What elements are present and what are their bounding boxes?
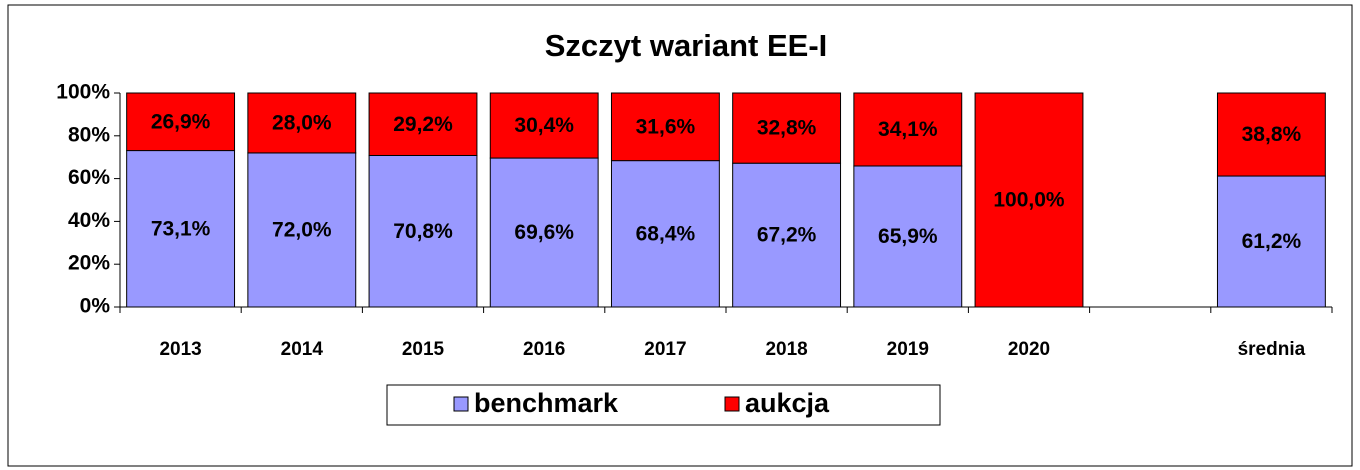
data-label: 65,9%: [878, 225, 938, 248]
legend-label: aukcja: [745, 388, 830, 418]
y-tick-label: 0%: [80, 295, 111, 318]
bar-segment: [853, 165, 963, 308]
bar-segment: [489, 157, 599, 308]
legend-label: benchmark: [474, 388, 619, 418]
data-label: 31,6%: [636, 115, 696, 138]
data-label: 69,6%: [514, 221, 574, 244]
x-tick-label: 2017: [644, 339, 686, 360]
data-label: 34,1%: [878, 118, 938, 141]
x-tick-label: 2020: [1008, 339, 1050, 360]
data-label: 61,2%: [1242, 230, 1302, 253]
chart-title: Szczyt wariant EE-I: [545, 28, 828, 63]
legend-swatch: [453, 396, 469, 412]
bar-segment: [1216, 92, 1326, 177]
bar-segment: [247, 92, 357, 154]
x-tick-label: 2019: [887, 339, 929, 360]
data-label: 26,9%: [151, 110, 211, 133]
x-tick-label: średnia: [1238, 339, 1306, 360]
x-tick-label: 2018: [765, 339, 807, 360]
data-label: 68,4%: [636, 222, 696, 245]
data-label: 70,8%: [393, 220, 453, 243]
y-tick-label: 60%: [68, 166, 110, 189]
bar-segment: [489, 92, 599, 159]
x-tick-label: 2016: [523, 339, 565, 360]
bar-segment: [368, 92, 478, 156]
legend-box: [386, 384, 941, 426]
bar-segment: [853, 92, 963, 167]
y-tick-label: 80%: [68, 123, 110, 146]
bar-segment: [247, 152, 357, 308]
y-tick-label: 20%: [68, 252, 110, 275]
bar-segment: [610, 160, 720, 308]
bar-segment: [610, 92, 720, 162]
x-tick-label: 2013: [159, 339, 201, 360]
bar-segment: [1216, 175, 1326, 308]
data-label: 29,2%: [393, 113, 453, 136]
bar-segment: [974, 92, 1084, 308]
data-label: 30,4%: [514, 114, 574, 137]
bar-segment: [732, 162, 842, 308]
legend-swatch: [724, 396, 740, 412]
bar-segment: [368, 154, 478, 308]
y-tick-label: 100%: [56, 81, 110, 104]
bar-segment: [732, 92, 842, 164]
data-label: 100,0%: [993, 189, 1065, 212]
data-label: 38,8%: [1242, 123, 1302, 146]
data-label: 73,1%: [151, 217, 211, 240]
data-label: 32,8%: [757, 117, 817, 140]
bar-segment: [126, 92, 236, 152]
data-label: 28,0%: [272, 112, 332, 135]
data-label: 67,2%: [757, 224, 817, 247]
x-tick-label: 2014: [281, 339, 324, 360]
data-label: 72,0%: [272, 219, 332, 242]
y-tick-label: 40%: [68, 209, 110, 232]
x-tick-label: 2015: [402, 339, 445, 360]
bar-segment: [126, 150, 236, 308]
